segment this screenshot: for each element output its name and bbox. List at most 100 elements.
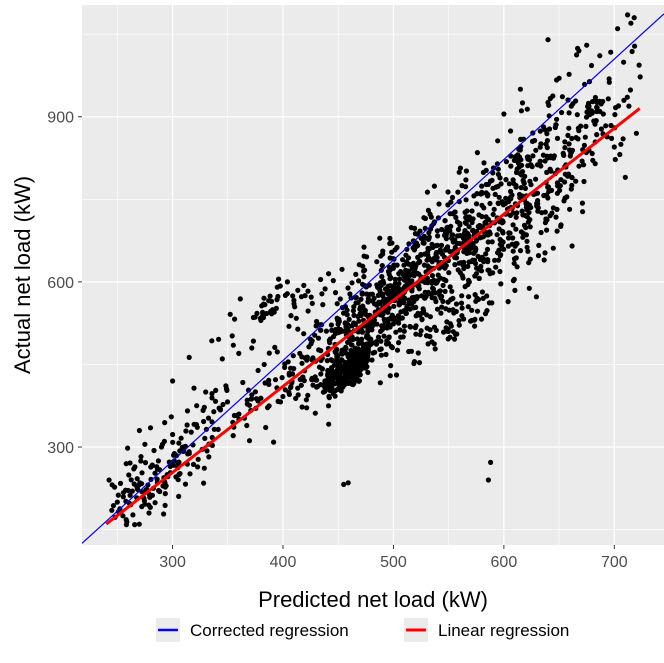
data-point [588,62,595,69]
data-point [526,285,532,291]
y-axis-label: Actual net load (kW) [10,176,35,374]
data-points [106,12,643,528]
data-point [362,346,368,352]
data-point [622,174,628,180]
data-point [158,444,165,450]
data-point [598,126,605,132]
data-point [123,522,129,528]
data-point [359,291,365,297]
data-point [277,399,284,405]
data-point [397,276,403,282]
data-point [424,275,430,281]
data-point [127,460,133,466]
data-point [521,180,527,187]
data-point [184,408,191,414]
data-point [479,183,485,189]
data-point [510,235,516,241]
data-point [633,130,640,136]
data-point [177,471,183,477]
x-tick-label: 700 [601,554,628,571]
data-point [162,491,168,497]
data-point [224,399,231,405]
data-point [379,263,385,269]
data-point [597,53,603,59]
data-point [170,431,176,438]
data-point [142,441,148,447]
data-point [566,141,572,147]
data-point [170,439,176,445]
data-point [544,131,550,137]
data-point [155,458,161,464]
data-point [393,329,399,335]
corrected-regression-line [82,13,664,544]
data-point [246,438,253,444]
data-point [379,274,385,280]
data-point [385,283,391,289]
data-point [362,307,368,314]
data-point [230,342,236,348]
data-point [437,288,443,294]
data-point [542,220,549,226]
data-point [510,278,516,284]
data-point [345,353,351,360]
data-point [312,410,318,416]
data-point [463,184,469,190]
data-point [402,283,408,289]
data-point [110,503,117,509]
data-point [252,389,258,395]
legend-label: Linear regression [438,621,569,640]
data-point [272,377,279,383]
data-point [394,347,401,353]
data-point [411,273,417,279]
data-point [187,471,193,477]
data-point [303,397,309,403]
data-point [443,306,449,312]
data-point [525,219,532,225]
data-point [583,123,589,129]
data-point [380,251,386,257]
x-tick-label: 500 [380,554,407,571]
data-point [478,316,485,322]
data-point [231,412,237,419]
data-point [337,329,343,335]
data-point [295,392,301,398]
data-point [568,149,574,155]
data-point [558,177,564,183]
data-point [487,200,493,207]
data-point [605,96,611,102]
data-point [626,103,632,109]
data-point [345,339,351,345]
data-point [526,157,533,163]
data-point [449,194,456,201]
data-point [496,226,502,232]
data-point [282,364,288,370]
data-point [524,244,530,250]
data-point [519,162,525,168]
data-point [342,360,348,366]
data-point [446,270,452,276]
data-point [450,307,456,313]
data-point [544,192,550,198]
data-point [217,407,223,413]
data-point [284,279,290,285]
data-point [421,215,427,221]
data-point [120,490,126,496]
data-point [325,381,331,387]
data-point [485,477,491,483]
data-point [608,122,614,129]
data-point [585,103,591,110]
data-point [533,176,539,182]
data-point [562,145,568,151]
data-point [429,273,435,279]
data-point [574,112,580,118]
data-point [123,517,129,523]
data-point [216,336,222,342]
data-point [550,245,556,251]
data-point [348,379,354,385]
data-point [305,308,311,314]
data-point [569,182,575,188]
data-point [364,335,370,341]
data-point [209,395,215,401]
data-point [581,142,588,148]
data-point [331,380,337,386]
